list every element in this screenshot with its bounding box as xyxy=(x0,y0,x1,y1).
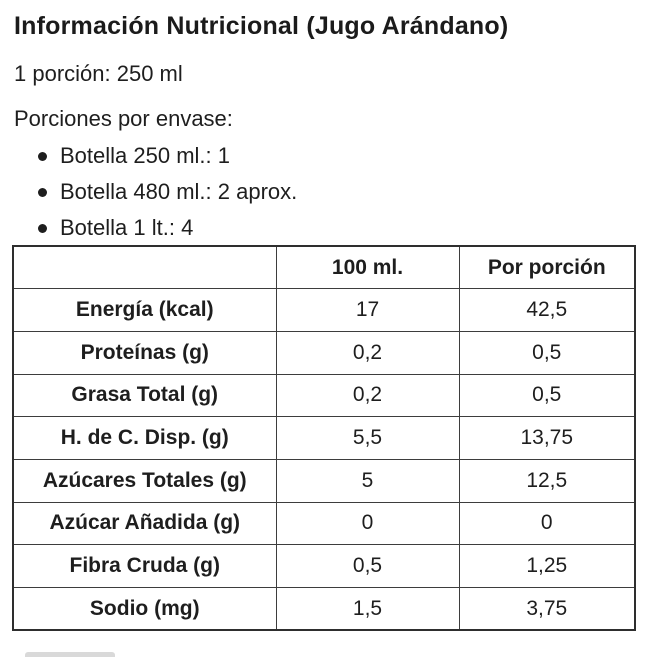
header-cell-per-100ml: 100 ml. xyxy=(275,245,460,290)
nutrient-label: Fibra Cruda (g) xyxy=(12,544,277,588)
table-row: Azúcares Totales (g) 5 12,5 xyxy=(12,458,636,503)
value-per-portion: 3,75 xyxy=(458,587,636,631)
servings-per-container-label: Porciones por envase: xyxy=(14,106,233,131)
list-item: Botella 1 lt.: 4 xyxy=(38,210,297,246)
value-per-100ml: 0,5 xyxy=(275,544,460,588)
nutrition-table: 100 ml. Por porción Energía (kcal) 17 42… xyxy=(12,245,636,632)
bottle-servings-list: Botella 250 ml.: 1 Botella 480 ml.: 2 ap… xyxy=(38,138,297,246)
value-per-portion: 42,5 xyxy=(458,288,636,332)
header-cell-blank xyxy=(12,245,277,290)
nutrient-label: Sodio (mg) xyxy=(12,587,277,631)
value-per-100ml: 5 xyxy=(275,458,460,503)
value-per-100ml: 17 xyxy=(275,288,460,332)
table-row: Sodio (mg) 1,5 3,75 xyxy=(12,587,636,631)
table-row: H. de C. Disp. (g) 5,5 13,75 xyxy=(12,416,636,460)
table-row: Fibra Cruda (g) 0,5 1,25 xyxy=(12,544,636,588)
list-item: Botella 480 ml.: 2 aprox. xyxy=(38,174,297,210)
value-per-portion: 0,5 xyxy=(458,373,636,418)
nutrient-label: Grasa Total (g) xyxy=(12,373,277,418)
header-cell-per-portion: Por porción xyxy=(458,245,636,290)
value-per-100ml: 1,5 xyxy=(275,587,460,631)
page-title: Información Nutricional (Jugo Arándano) xyxy=(14,12,509,40)
table-row: Azúcar Añadida (g) 0 0 xyxy=(12,501,636,546)
nutrient-label: Azúcar Añadida (g) xyxy=(12,501,277,546)
table-header-row: 100 ml. Por porción xyxy=(12,245,636,290)
value-per-portion: 0 xyxy=(458,501,636,546)
value-per-portion: 1,25 xyxy=(458,544,636,588)
nutrient-label: Energía (kcal) xyxy=(12,288,277,332)
value-per-portion: 12,5 xyxy=(458,458,636,503)
table-row: Proteínas (g) 0,2 0,5 xyxy=(12,330,636,375)
table-row: Energía (kcal) 17 42,5 xyxy=(12,288,636,332)
value-per-100ml: 5,5 xyxy=(275,416,460,460)
value-per-100ml: 0 xyxy=(275,501,460,546)
value-per-100ml: 0,2 xyxy=(275,330,460,375)
list-item: Botella 250 ml.: 1 xyxy=(38,138,297,174)
nutrient-label: Proteínas (g) xyxy=(12,330,277,375)
table-row: Grasa Total (g) 0,2 0,5 xyxy=(12,373,636,418)
nutrient-label: H. de C. Disp. (g) xyxy=(12,416,277,460)
value-per-100ml: 0,2 xyxy=(275,373,460,418)
cropped-element-fragment xyxy=(25,652,115,657)
serving-size-text: 1 porción: 250 ml xyxy=(14,61,183,86)
value-per-portion: 0,5 xyxy=(458,330,636,375)
nutrient-label: Azúcares Totales (g) xyxy=(12,458,277,503)
value-per-portion: 13,75 xyxy=(458,416,636,460)
